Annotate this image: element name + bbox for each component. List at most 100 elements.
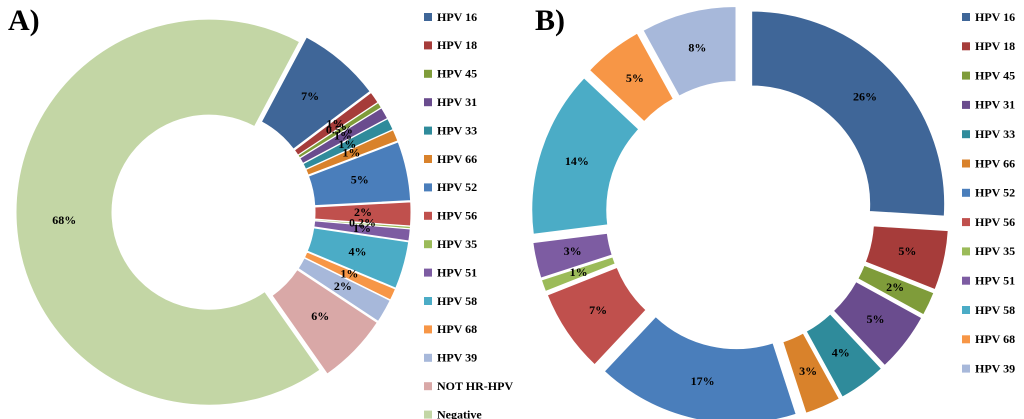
panel-b-legend-swatch-hpv-51 — [962, 276, 970, 285]
panel-a-slice-label-hpv-39: 2% — [334, 279, 352, 293]
panel-b-slice-label-hpv-52: 17% — [691, 374, 715, 388]
panel-a-legend-label-hpv-58: HPV 58 — [437, 294, 477, 308]
panel-a-slice-label-negative: 68% — [52, 213, 76, 227]
panel-b-legend-label-hpv-56: HPV 56 — [975, 215, 1015, 229]
panel-a-legend-swatch-hpv-58 — [424, 297, 432, 305]
panel-a-slice-label-hpv-68: 1% — [340, 266, 358, 280]
panel-b-slices — [531, 6, 949, 419]
panel-a-legend-label-hpv-56: HPV 56 — [437, 209, 477, 223]
panel-a-label: A) — [8, 4, 40, 37]
panel-b-slice-label-hpv-45: 2% — [886, 280, 904, 294]
panel-a-slice-hpv-16 — [260, 36, 371, 150]
panel-b-legend-label-hpv-33: HPV 33 — [975, 127, 1015, 141]
panel-a-legend-label-hpv-31: HPV 31 — [437, 95, 477, 109]
panel-a-slice-label-hpv-56: 2% — [354, 205, 372, 219]
panel-b-slice-hpv-31 — [832, 280, 923, 367]
panel-a-legend-label-hpv-51: HPV 51 — [437, 265, 477, 279]
panel-b-legend-label-hpv-68: HPV 68 — [975, 332, 1015, 346]
panel-b-slice-hpv-68 — [588, 32, 675, 123]
panel-b-legend-label-hpv-51: HPV 51 — [975, 273, 1015, 287]
panel-a-slice-label-not-hr-hpv: 6% — [311, 309, 329, 323]
panel-a-slice-label-hpv-16: 7% — [301, 89, 319, 103]
panel-b-slice-hpv-33 — [805, 313, 883, 398]
panel-b-legend-label-hpv-66: HPV 66 — [975, 156, 1015, 170]
panel-a-legend-swatch-hpv-51 — [424, 268, 432, 277]
panel-b-slice-hpv-52 — [603, 315, 797, 419]
panel-b-legend-swatch-hpv-16 — [962, 13, 970, 21]
panel-b-legend-label-hpv-18: HPV 18 — [975, 39, 1015, 53]
panel-a-legend-label-hpv-39: HPV 39 — [437, 351, 477, 365]
panel-a-legend-label-not-hr-hpv: NOT HR-HPV — [437, 379, 513, 393]
panel-a-slice-hpv-66 — [305, 129, 399, 176]
panel-a-legend-swatch-hpv-56 — [424, 211, 432, 220]
panel-a-legend-swatch-hpv-16 — [424, 13, 432, 21]
panel-b-legend: HPV 16 HPV 18 HPV 45 HPV 31 HPV 33 HPV 66 HPV … — [962, 10, 1015, 375]
panel-a-legend-swatch-hpv-39 — [424, 353, 432, 362]
panel-a-legend: HPV 16 HPV 18 HPV 45 HPV 31 HPV 33 HPV 66 HPV … — [424, 10, 513, 419]
panel-b-chart: B) 26%5%2%5%4%3%17%7%1%3%14%5%8% HPV 16H… — [531, 4, 1015, 419]
panel-b-slice-label-hpv-58: 14% — [565, 154, 589, 168]
panel-a-legend-label-hpv-35: HPV 35 — [437, 237, 477, 251]
panel-a-slice-hpv-58 — [306, 227, 410, 289]
panel-a-slice-label-hpv-33: 1% — [338, 137, 356, 151]
panel-a-legend-swatch-hpv-66 — [424, 155, 432, 163]
panel-a-slice-label-hpv-58: 4% — [348, 244, 366, 258]
panel-b-slice-label-hpv-16: 26% — [853, 89, 877, 103]
panel-b-legend-label-hpv-39: HPV 39 — [975, 361, 1015, 375]
panel-a-legend-label-hpv-33: HPV 33 — [437, 123, 477, 137]
panel-b-slice-hpv-18 — [864, 225, 949, 291]
panel-a-slice-hpv-52 — [307, 141, 412, 207]
panel-a-slice-label-hpv-31: 1% — [334, 129, 352, 143]
panel-b-legend-label-hpv-45: HPV 45 — [975, 68, 1015, 82]
panel-b-slice-hpv-56 — [546, 266, 647, 366]
panel-b-slice-hpv-45 — [857, 264, 935, 316]
panel-a-slice-label-hpv-35: 0.2% — [349, 216, 376, 230]
panel-b-legend-label-hpv-52: HPV 52 — [975, 186, 1015, 200]
panel-a-slice-labels: 7%1%0.5%1%1%1%5%2%0.2%1%4%1%2%6%68% — [52, 89, 376, 323]
panel-b-slice-labels: 26% 5% 2% 5% 4% 3% 17% 7% 1% 3% 14% 5% 8% — [564, 41, 917, 388]
panel-b-slice-label-hpv-66: 3% — [799, 364, 817, 378]
panel-b-legend-swatch-hpv-45 — [962, 71, 970, 80]
panel-a-slice-label-hpv-18: 1% — [326, 117, 344, 131]
panel-b-slice-hpv-35 — [540, 256, 616, 293]
panel-b-slice-label-hpv-39: 8% — [688, 41, 706, 55]
panel-a-legend-label-hpv-18: HPV 18 — [437, 38, 477, 52]
panel-b-slice-hpv-39 — [642, 6, 737, 97]
panel-b-legend-label-hpv-16: HPV 16 — [975, 10, 1015, 24]
panel-a-slices — [15, 18, 412, 406]
panel-a-legend-label-hpv-66: HPV 66 — [437, 152, 477, 166]
panel-a-slice-negative — [15, 18, 321, 406]
panel-a-legend-label-hpv-68: HPV 68 — [437, 322, 477, 336]
panel-b-slice-hpv-66 — [782, 332, 841, 414]
panel-a-legend-swatch-hpv-68 — [424, 325, 432, 334]
panel-a-slice-label-hpv-66: 1% — [342, 146, 360, 160]
panel-a-slice-hpv-68 — [303, 251, 397, 301]
panel-a-legend-swatch-negative — [424, 410, 432, 419]
panel-b-legend-swatch-hpv-66 — [962, 159, 970, 168]
panel-a-legend-swatch-hpv-18 — [424, 41, 432, 50]
panel-a-legend-swatch-hpv-31 — [424, 98, 432, 107]
panel-b-legend-swatch-hpv-31 — [962, 100, 970, 109]
panel-b-legend-label-hpv-35: HPV 35 — [975, 244, 1015, 258]
panel-b-legend-swatch-hpv-56 — [962, 218, 970, 227]
panel-b-legend-swatch-hpv-68 — [962, 335, 970, 344]
panel-b-legend-swatch-hpv-18 — [962, 42, 970, 51]
panel-a-slice-label-hpv-51: 1% — [353, 221, 371, 235]
panel-b-legend-label-hpv-58: HPV 58 — [975, 303, 1015, 317]
panel-b-slice-label-hpv-18: 5% — [898, 244, 916, 258]
panel-a-slice-label-hpv-45: 0.5% — [326, 123, 353, 137]
panel-a-legend-label-negative: Negative — [437, 407, 482, 419]
panel-a-legend-swatch-hpv-52 — [424, 183, 432, 192]
panel-b-slice-hpv-58 — [531, 77, 640, 235]
panel-b-legend-swatch-hpv-33 — [962, 130, 970, 139]
panel-b-slice-hpv-51 — [532, 232, 613, 279]
panel-b-legend-label-hpv-31: HPV 31 — [975, 98, 1015, 112]
panel-b-slice-label-hpv-33: 4% — [832, 345, 850, 359]
panel-b-label: B) — [535, 4, 565, 37]
panel-a-legend-swatch-not-hr-hpv — [424, 382, 432, 391]
panel-b-legend-swatch-hpv-58 — [962, 306, 970, 314]
panel-b-slice-label-hpv-35: 1% — [570, 265, 588, 279]
panel-a-legend-label-hpv-45: HPV 45 — [437, 67, 477, 81]
panel-b-legend-swatch-hpv-52 — [962, 188, 970, 197]
